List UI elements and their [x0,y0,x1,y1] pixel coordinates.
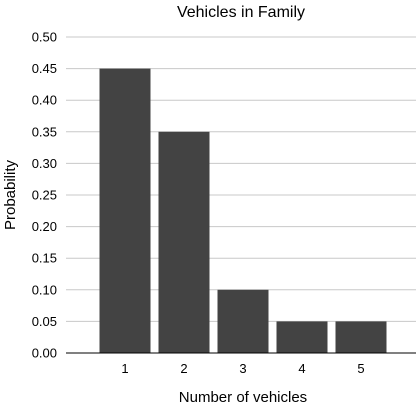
y-tick-label: 0.30 [32,156,57,171]
y-tick-label: 0.20 [32,219,57,234]
chart-title: Vehicles in Family [177,4,305,21]
y-tick-label: 0.25 [32,188,57,203]
bar [335,321,387,353]
bars [99,68,387,353]
x-tick-label: 2 [180,361,187,376]
x-tick-label: 4 [298,361,305,376]
y-tick-label: 0.45 [32,61,57,76]
y-tick-label: 0.15 [32,251,57,266]
bar [276,321,328,353]
bar [217,289,269,353]
y-tick-label: 0.05 [32,314,57,329]
x-axis-label: Number of vehicles [179,389,307,406]
y-tick-label: 0.40 [32,93,57,108]
x-tick-label: 5 [357,361,364,376]
y-tick-labels: 0.00 0.05 0.10 0.15 0.20 0.25 0.30 0.35 0.40 0.45… [32,30,57,361]
bar [158,131,210,353]
x-tick-label: 1 [121,361,128,376]
y-tick-label: 0.50 [32,30,57,45]
y-tick-label: 0.00 [32,346,57,361]
x-tick-label: 3 [239,361,246,376]
bar [99,68,151,353]
x-tick-labels: 1 2 3 4 5 [121,361,364,376]
y-tick-label: 0.35 [32,124,57,139]
y-tick-label: 0.10 [32,282,57,297]
y-axis-label: Probability [2,159,19,230]
